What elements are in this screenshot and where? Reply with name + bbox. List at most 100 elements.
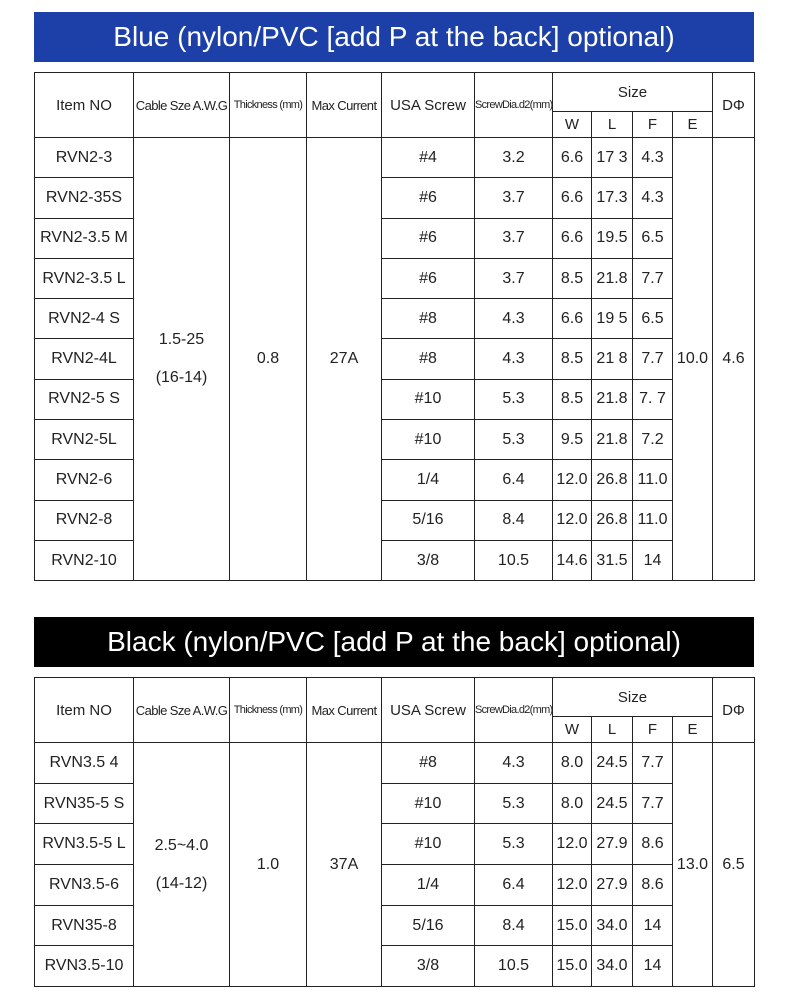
size-w: 6.6 xyxy=(552,136,592,179)
size-w: 6.6 xyxy=(552,177,592,219)
screw-dia: 6.4 xyxy=(474,459,553,501)
size-w: 12.0 xyxy=(552,459,592,501)
size-l: 34.0 xyxy=(591,945,633,988)
size-f: 11.0 xyxy=(632,499,673,541)
header-screw-dia: ScrewDia.d2(mm) xyxy=(474,677,553,743)
size-w: 12.0 xyxy=(552,499,592,541)
screw-dia: 3.2 xyxy=(474,136,553,179)
header-size: Size xyxy=(552,677,713,717)
size-w: 15.0 xyxy=(552,945,592,988)
size-f: 7. 7 xyxy=(632,378,673,421)
size-f: 7.7 xyxy=(632,742,673,784)
item-no: RVN2-35S xyxy=(34,177,134,219)
size-l: 26.8 xyxy=(591,459,633,501)
table-row: RVN3.5-6 1/4 6.4 12.0 27.9 8.6 xyxy=(34,864,755,906)
usa-screw: #10 xyxy=(381,419,475,461)
usa-screw: #10 xyxy=(381,823,475,866)
usa-screw: 3/8 xyxy=(381,539,475,582)
item-no: RVN3.5 4 xyxy=(34,742,134,784)
item-no: RVN2-6 xyxy=(34,459,134,501)
table-row: RVN2-10 3/8 10.5 14.6 31.5 14 xyxy=(34,539,755,582)
table-row: RVN3.5-10 3/8 10.5 15.0 34.0 14 xyxy=(34,945,755,988)
screw-dia: 5.3 xyxy=(474,419,553,461)
screw-dia: 10.5 xyxy=(474,945,553,988)
screw-dia: 10.5 xyxy=(474,539,553,582)
size-w: 8.0 xyxy=(552,742,592,784)
usa-screw: #6 xyxy=(381,177,475,219)
d-phi: 4.6 xyxy=(712,136,755,582)
header-size: Size xyxy=(552,72,713,112)
item-no: RVN3.5-6 xyxy=(34,864,134,906)
size-w: 6.6 xyxy=(552,298,592,340)
thickness-cell: 1.0 xyxy=(229,741,307,988)
header-thickness: Thickness (mm) xyxy=(229,677,307,743)
item-no: RVN2-8 xyxy=(34,499,134,541)
usa-screw: #8 xyxy=(381,298,475,340)
size-l: 31.5 xyxy=(591,539,633,582)
cable-awg: (14-12) xyxy=(155,874,208,892)
header-w: W xyxy=(552,716,592,743)
size-f: 11.0 xyxy=(632,459,673,501)
item-no: RVN2-3 xyxy=(34,136,134,179)
table-row: RVN2-3.5 L #6 3.7 8.5 21.8 7.7 xyxy=(34,257,755,300)
usa-screw: 5/16 xyxy=(381,904,475,947)
size-f: 4.3 xyxy=(632,136,673,179)
item-no: RVN35-8 xyxy=(34,904,134,947)
header-w: W xyxy=(552,111,592,138)
size-l: 17 3 xyxy=(591,136,633,179)
size-l: 19 5 xyxy=(591,298,633,340)
size-l: 21.8 xyxy=(591,378,633,421)
size-w: 8.5 xyxy=(552,378,592,421)
screw-dia: 5.3 xyxy=(474,378,553,421)
item-no: RVN2-5 S xyxy=(34,378,134,421)
header-item-no: Item NO xyxy=(34,677,134,743)
usa-screw: 5/16 xyxy=(381,499,475,541)
header-l: L xyxy=(591,111,633,138)
item-no: RVN3.5-10 xyxy=(34,945,134,988)
size-w: 14.6 xyxy=(552,539,592,582)
item-no: RVN35-5 S xyxy=(34,782,134,825)
usa-screw: #10 xyxy=(381,782,475,825)
header-row: Item NO Cable Sze A.W.G Thickness (mm) Max … xyxy=(34,72,755,138)
size-l: 17.3 xyxy=(591,177,633,219)
screw-dia: 3.7 xyxy=(474,257,553,300)
header-d-phi: DΦ xyxy=(712,677,755,743)
usa-screw: #8 xyxy=(381,338,475,380)
usa-screw: #4 xyxy=(381,136,475,179)
header-usa-screw: USA Screw xyxy=(381,72,475,138)
cable-size-cell: 1.5-25 (16-14) xyxy=(133,136,230,582)
max-current-cell: 37A xyxy=(306,741,382,988)
header-e: E xyxy=(672,111,713,138)
d-phi: 6.5 xyxy=(712,741,755,988)
item-no: RVN2-4 S xyxy=(34,298,134,340)
table-row: RVN35-8 5/16 8.4 15.0 34.0 14 xyxy=(34,904,755,947)
cable-awg: (16-14) xyxy=(155,369,208,387)
item-no: RVN2-10 xyxy=(34,539,134,582)
header-f: F xyxy=(632,111,673,138)
cable-size: 2.5~4.0 xyxy=(154,836,209,854)
size-w: 8.5 xyxy=(552,338,592,380)
size-f: 8.6 xyxy=(632,864,673,906)
size-f: 14 xyxy=(632,945,673,988)
size-f: 8.6 xyxy=(632,823,673,866)
header-thickness: Thickness (mm) xyxy=(229,72,307,138)
black-section-banner: Black (nylon/PVC [add P at the back] opt… xyxy=(34,617,754,667)
table-row: RVN2-5 S #10 5.3 8.5 21.8 7. 7 xyxy=(34,378,755,421)
table-row: RVN2-5L #10 5.3 9.5 21.8 7.2 xyxy=(34,419,755,461)
size-f: 7.7 xyxy=(632,338,673,380)
size-w: 8.0 xyxy=(552,782,592,825)
size-w: 12.0 xyxy=(552,864,592,906)
screw-dia: 8.4 xyxy=(474,499,553,541)
size-w: 9.5 xyxy=(552,419,592,461)
usa-screw: 3/8 xyxy=(381,945,475,988)
size-l: 21 8 xyxy=(591,338,633,380)
size-l: 24.5 xyxy=(591,742,633,784)
table-row: RVN2-8 5/16 8.4 12.0 26.8 11.0 xyxy=(34,499,755,541)
table-row: RVN2-3 1.5-25 (16-14) 0.8 27A #4 3.2 6.6 17 3 4.3… xyxy=(34,136,755,582)
size-l: 26.8 xyxy=(591,499,633,541)
header-screw-dia: ScrewDia.d2(mm) xyxy=(474,72,553,138)
header-l: L xyxy=(591,716,633,743)
blue-section-banner: Blue (nylon/PVC [add P at the back] opti… xyxy=(34,12,754,62)
size-l: 34.0 xyxy=(591,904,633,947)
